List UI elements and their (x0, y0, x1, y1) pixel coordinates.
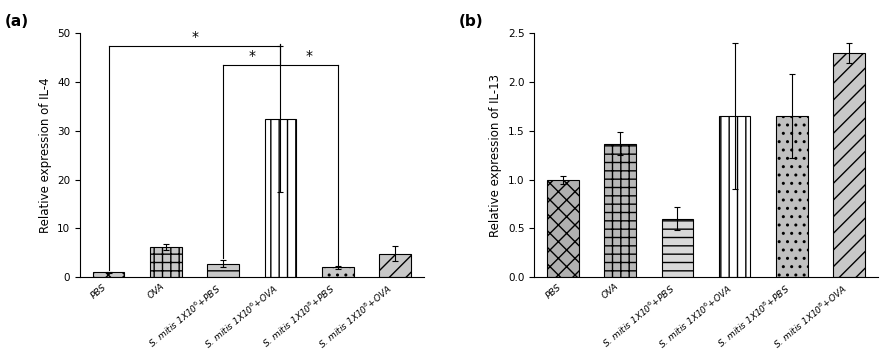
Text: (b): (b) (459, 14, 484, 29)
Y-axis label: Relative expression of IL-13: Relative expression of IL-13 (489, 74, 502, 237)
Bar (380, 254, 411, 277)
Bar (776, 116, 808, 277)
Bar (207, 264, 239, 277)
Bar (661, 219, 693, 277)
Text: *: * (248, 49, 255, 63)
Bar (547, 180, 579, 277)
Text: *: * (191, 30, 198, 44)
Bar (150, 247, 181, 277)
Y-axis label: Relative expression of IL-4: Relative expression of IL-4 (38, 77, 52, 233)
Bar (92, 272, 124, 277)
Bar (719, 116, 750, 277)
Text: (a): (a) (4, 14, 28, 29)
Bar (265, 119, 296, 277)
Bar (834, 53, 865, 277)
Text: *: * (306, 49, 313, 63)
Bar (322, 268, 354, 277)
Bar (605, 144, 636, 277)
